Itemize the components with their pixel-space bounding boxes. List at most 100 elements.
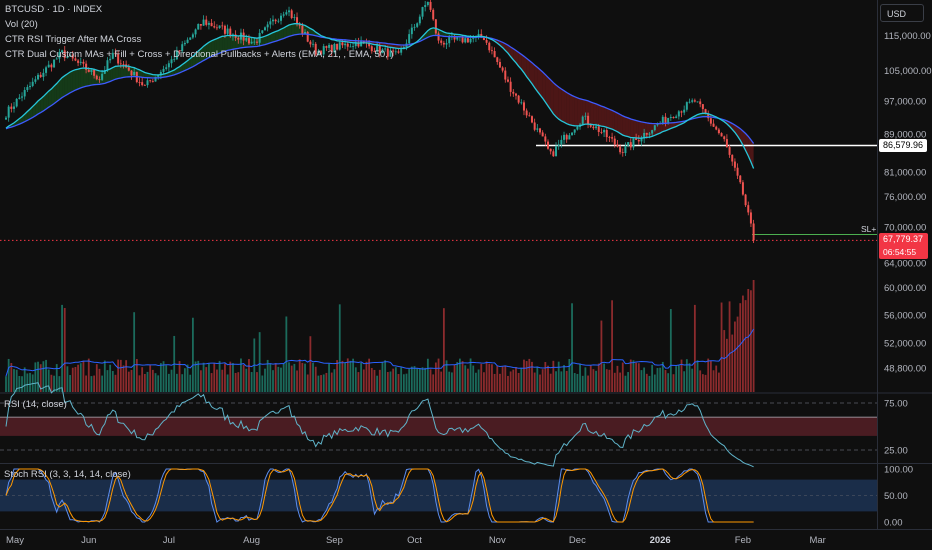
volume-bar: [616, 365, 619, 392]
ma-fill-segment: [48, 88, 52, 108]
volume-bar: [693, 304, 696, 392]
volume-bar: [384, 360, 387, 392]
ma-fill-segment: [40, 96, 44, 113]
volume-bar: [55, 364, 58, 392]
volume-bar: [90, 376, 93, 392]
candle-body: [539, 128, 541, 133]
volume-bar: [280, 367, 282, 392]
candle-body: [106, 60, 109, 71]
volume-bar: [344, 363, 346, 392]
legend-dual-ma[interactable]: CTR Dual Custom MAs + Fill + Cross + Dir…: [5, 49, 394, 60]
ma-fill-segment: [208, 40, 212, 58]
volume-bar: [165, 365, 168, 392]
candle-body: [344, 43, 347, 46]
candle-body: [360, 41, 363, 47]
time-axis-label: Sep: [326, 535, 343, 546]
candle-body: [576, 126, 579, 130]
price-axis-label: 76,000.00: [884, 192, 926, 203]
volume-bar: [576, 373, 579, 392]
volume-bar: [167, 373, 170, 392]
ma-fill-segment: [574, 96, 578, 126]
ma-fill-segment: [88, 68, 92, 86]
candle-body: [490, 50, 493, 52]
ma-fill-segment: [211, 39, 215, 57]
legend-volume[interactable]: Vol (20): [5, 19, 38, 30]
volume-bar: [613, 372, 616, 392]
volume-bar: [336, 360, 338, 392]
volume-bar: [365, 361, 368, 392]
volume-bar: [226, 374, 229, 392]
candle-body: [627, 142, 630, 146]
candle-body: [389, 50, 392, 57]
candle-body: [63, 50, 66, 58]
candle-body: [277, 20, 280, 22]
candle-body: [453, 36, 456, 40]
volume-bar: [159, 363, 162, 392]
ma-fill-segment: [542, 72, 546, 102]
ma-fill-segment: [564, 90, 567, 124]
ma-fill-segment: [187, 58, 191, 70]
candle-body: [50, 64, 53, 68]
candle-body: [117, 54, 120, 64]
volume-bar: [389, 371, 392, 392]
candle-body: [205, 19, 208, 25]
candle-body: [384, 48, 387, 50]
candle-body: [183, 42, 186, 45]
candle-body: [741, 182, 744, 195]
volume-bar: [664, 370, 667, 392]
time-axis-label: Aug: [243, 535, 260, 546]
volume-bar: [208, 363, 210, 392]
candle-body: [547, 141, 550, 149]
candle-body: [675, 116, 678, 119]
volume-bar: [541, 369, 544, 392]
candle-body: [544, 136, 547, 142]
volume-bar: [135, 359, 138, 392]
volume-bar: [675, 366, 678, 392]
volume-bar: [325, 372, 328, 392]
volume-bar: [10, 362, 13, 392]
ma-fill-segment: [638, 121, 642, 139]
time-axis-label: May: [6, 535, 24, 546]
ma-fill-segment: [572, 95, 575, 126]
volume-bar: [181, 374, 184, 392]
candle-body: [493, 51, 496, 58]
volume-bar: [552, 360, 555, 392]
candle-body: [266, 24, 269, 28]
volume-bar: [29, 372, 31, 392]
volume-bar: [691, 368, 694, 392]
candle-body: [605, 130, 608, 138]
legend-rsi-trigger[interactable]: CTR RSI Trigger After MA Cross: [5, 34, 142, 45]
volume-bar: [683, 371, 686, 392]
candle-body: [592, 126, 595, 129]
ma-fill-segment: [72, 69, 76, 92]
volume-bar: [106, 370, 109, 392]
currency-button[interactable]: USD: [880, 4, 924, 22]
volume-bar: [290, 365, 293, 392]
candle-body: [482, 37, 485, 41]
candle-body: [213, 26, 216, 28]
candle-body: [488, 42, 491, 51]
ma-fill-segment: [521, 54, 524, 73]
volume-bar: [146, 371, 149, 392]
volume-bar: [696, 360, 699, 392]
volume-bar: [504, 365, 507, 392]
candle-body: [557, 144, 560, 147]
candle-body: [333, 43, 336, 53]
volume-bar: [467, 368, 469, 392]
candle-body: [416, 23, 419, 27]
volume-bar: [138, 375, 141, 392]
candle-body: [26, 87, 29, 91]
volume-bar: [520, 368, 523, 392]
candle-body: [237, 37, 240, 40]
volume-bar: [354, 367, 357, 392]
candle-body: [587, 115, 590, 125]
candle-body: [280, 15, 283, 21]
ma-fill-segment: [662, 123, 666, 132]
ma-fill-segment: [665, 123, 669, 131]
volume-bar: [544, 361, 547, 392]
ma-fill-segment: [184, 60, 188, 71]
candle-body: [18, 97, 21, 99]
ema-21-line: [5, 23, 755, 169]
candle-body: [437, 33, 440, 41]
